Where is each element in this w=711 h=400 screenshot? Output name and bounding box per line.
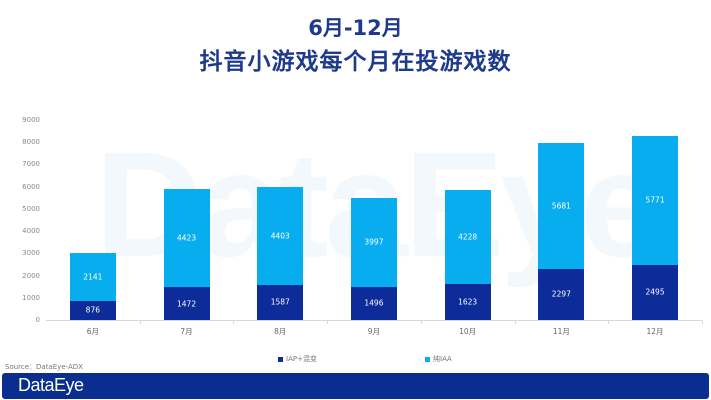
bar-segment-iap [257,284,304,320]
bar-segment-iaa [257,186,304,285]
legend-label-iaa: 纯IAA [433,355,452,363]
y-tick-label: 8000 [22,138,40,147]
legend-swatch-iap [278,356,283,362]
bar-segment-iaa [163,189,210,288]
x-axis-tick [701,320,703,324]
y-tick-label: 4000 [22,227,40,236]
bar-segment-iaa [350,197,397,287]
bar-value-label: 2297 [551,289,571,299]
x-tick-label: 8月 [274,327,287,336]
chart-title-line1: 6月-12月 [308,16,403,40]
x-tick-label: 7月 [180,327,193,336]
x-axis-tick [233,320,235,324]
bar-value-label: 2495 [645,287,665,297]
x-axis-tick [139,320,141,324]
y-tick-label: 0 [35,316,40,324]
footer-bar: DataEye [2,373,709,399]
bar-value-label: 1587 [270,297,290,307]
bar-value-label: 4403 [270,231,290,241]
bar-segment-iap [69,300,116,320]
x-axis-tick [514,320,516,324]
stacked-bar-chart: 0 1000 2000 3000 4000 5000 6000 7000 8000 9000 876… [22,116,703,336]
dataeye-logo: DataEye [18,375,84,395]
y-tick-label: 6000 [22,182,40,191]
legend-label-iap: IAP+混变 [286,355,317,363]
x-axis-tick [327,320,329,324]
x-tick-label: 9月 [367,327,381,336]
bar-value-label: 2141 [83,272,103,282]
x-tick-label: 6月 [86,327,99,336]
bar-segment-iap [444,283,491,320]
bar-segment-iaa [69,252,116,301]
bar-segment-iap [163,287,210,320]
legend-item-iaa: 纯IAA [425,354,452,364]
x-tick-label: 12月 [646,327,664,336]
y-tick-label: 1000 [22,293,40,302]
bar-segment-iaa [444,189,491,284]
legend-swatch-iaa [425,356,430,362]
bar-segment-iap [538,268,585,320]
bar-value-label: 876 [85,305,100,315]
bar-value-label: 1496 [364,298,384,308]
y-tick-label: 3000 [22,249,40,258]
bar-value-label: 1623 [458,297,478,307]
bar-value-label: 5771 [645,195,665,205]
x-tick-label: 10月 [459,327,477,336]
x-axis-line [46,320,702,321]
y-tick-label: 5000 [22,204,40,213]
bar-value-label: 4423 [177,233,197,243]
bar-segment-iaa [632,136,679,265]
bar-segment-iap [350,286,397,320]
x-axis-tick [608,320,610,324]
x-axis-tick [420,320,422,324]
y-tick-label: 9000 [22,116,40,124]
source-note: Source：DataEye-ADX [5,363,83,371]
x-tick-label: 11月 [552,327,570,336]
legend-item-iap: IAP+混变 [278,354,317,364]
bar-value-label: 5681 [551,201,571,211]
chart-title-line2: 抖音小游戏每个月在投游戏数 [199,49,512,75]
bar-value-label: 1472 [177,299,197,309]
y-tick-label: 2000 [22,271,40,280]
bar-segment-iaa [538,142,585,269]
bar-value-label: 4228 [458,232,478,242]
bar-value-label: 3997 [364,237,384,247]
y-tick-label: 7000 [22,160,40,169]
bar-segment-iap [632,264,679,320]
